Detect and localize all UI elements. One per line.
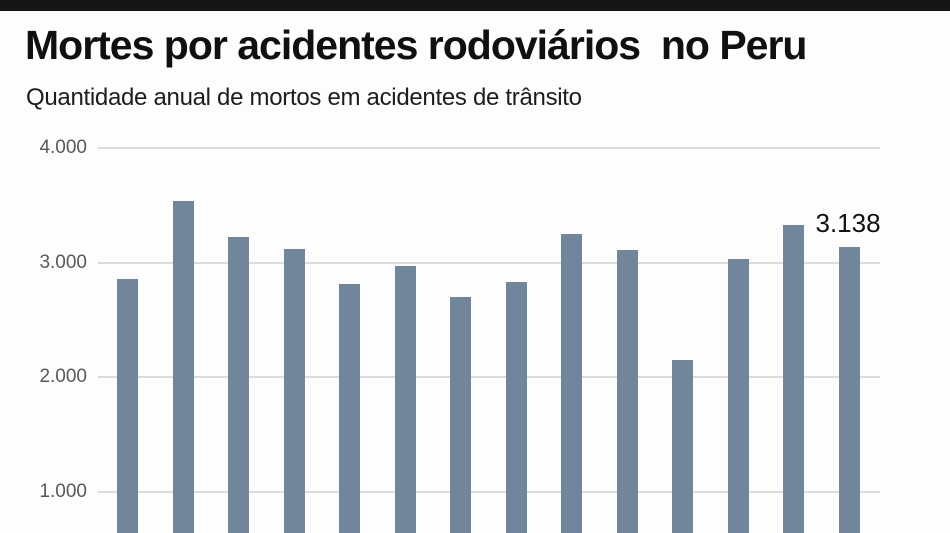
- bar: [394, 265, 416, 533]
- y-gridline: [98, 376, 880, 378]
- page-title: Mortes por acidentes rodoviários no Peru: [25, 22, 807, 68]
- bar: [561, 233, 582, 533]
- bar: [450, 296, 471, 533]
- bar: [505, 281, 527, 533]
- bar: [727, 259, 749, 533]
- bar: [172, 200, 194, 533]
- y-axis-tick-label: 1.000: [39, 480, 87, 502]
- top-border-rule: [0, 0, 950, 11]
- bar: [838, 246, 860, 533]
- y-gridline: [98, 261, 880, 264]
- bar: [616, 249, 638, 533]
- y-gridline: [98, 490, 880, 493]
- y-axis-tick-label: 3.000: [39, 251, 87, 273]
- bar: [339, 284, 360, 533]
- y-axis-tick-label: 2.000: [39, 366, 87, 387]
- bar: [283, 248, 305, 533]
- y-gridline: [98, 147, 880, 149]
- bar: [672, 359, 693, 533]
- bar: [783, 224, 804, 533]
- bar-value-label: 3.138: [815, 207, 881, 238]
- chart-subtitle: Quantidade anual de mortos em acidentes …: [26, 84, 582, 111]
- bar: [117, 278, 138, 533]
- y-axis-tick-label: 4.000: [39, 137, 87, 158]
- bar: [228, 237, 249, 533]
